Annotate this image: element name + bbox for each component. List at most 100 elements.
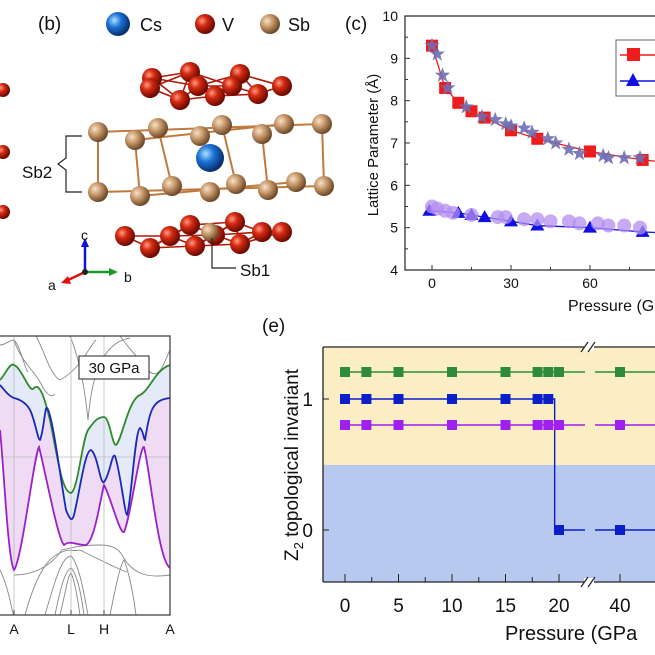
e-point-square [615, 367, 625, 377]
e-point-square [532, 367, 543, 377]
e-axis-break-icon [580, 576, 596, 588]
sb-atom [88, 182, 108, 202]
c-point-circle [464, 207, 479, 222]
c-point-star [429, 46, 445, 61]
e-ylabel: Z2 topological invariant [282, 368, 306, 561]
legend-v-label: V [222, 15, 234, 35]
sb1-pointer [211, 238, 236, 269]
v-atom-edge [0, 205, 10, 219]
c-point-circle [617, 218, 632, 233]
d-band-line [109, 559, 137, 616]
cs-atom [196, 144, 224, 172]
e-point-square [554, 420, 564, 430]
sb-atom [286, 172, 306, 192]
legend-sb-label: Sb [288, 15, 310, 35]
sb2-label: Sb2 [22, 163, 52, 182]
sb-atom [312, 114, 332, 134]
sb-atom [162, 176, 182, 196]
v-atom [230, 234, 250, 254]
e-point-square [615, 525, 625, 535]
c-point-circle [633, 220, 648, 235]
c-legend-triangle-icon [626, 73, 640, 86]
e-xtick-label: 20 [548, 596, 569, 617]
v-atom [140, 238, 160, 258]
c-point-star [498, 115, 514, 131]
c-ytick-label: 9 [390, 50, 398, 66]
d-pressure-label: 30 GPa [89, 360, 141, 377]
e-break-gap [584, 578, 594, 586]
e-xlabel: Pressure (GPa [505, 623, 638, 645]
sb1-atom [201, 223, 219, 241]
sb1-label: Sb1 [240, 261, 270, 280]
v-atom [115, 226, 135, 246]
panel-d: A L H A 30 GPa [0, 335, 175, 637]
c-point-star [524, 124, 540, 139]
e-xtick-label: 10 [441, 596, 462, 617]
v-atom-edge [0, 83, 10, 97]
c-legend-square-icon [627, 48, 640, 61]
e-point-square [447, 420, 457, 430]
e-point-square [393, 420, 404, 430]
legend-v-ball [195, 14, 215, 34]
e-region-trivial [323, 465, 655, 582]
v-atom [160, 226, 180, 246]
c-point-star [548, 135, 564, 150]
d-band-line [35, 335, 97, 381]
c-ytick-label: 6 [390, 177, 398, 193]
e-point-square [554, 525, 564, 535]
e-point-square [340, 394, 350, 404]
c-point-star [503, 118, 519, 133]
e-point-square [340, 420, 350, 430]
panel-e-label: (e) [262, 316, 285, 337]
v-atom [272, 76, 292, 96]
panel-b: (b) Cs V Sb Sb2 Sb1 c b a [0, 12, 334, 293]
e-point-square [340, 367, 350, 377]
e-xtick-label: 40 [609, 596, 630, 617]
c-point-circle [498, 210, 513, 225]
c-ylabel: Lattice Parameter (Å) [365, 74, 382, 217]
axis-a-label: a [48, 277, 56, 293]
e-region-topological [323, 347, 655, 465]
c-point-star [487, 111, 503, 127]
c-ytick-label: 7 [390, 135, 398, 151]
panel-c-label: (c) [345, 14, 367, 35]
e-point-square [393, 367, 404, 377]
e-ytick-label: 1 [302, 390, 313, 411]
d-shade-mask [0, 430, 170, 620]
e-point-square [532, 420, 543, 430]
c-point-star [632, 149, 648, 165]
c-ytick-label: 4 [390, 262, 398, 278]
v-atom [222, 76, 242, 96]
c-point-square [583, 145, 596, 158]
d-band-line [13, 544, 171, 577]
e-point-square [554, 367, 564, 377]
d-xtick-label: A [165, 621, 175, 637]
c-point-circle [543, 214, 558, 229]
c-point-circle [530, 212, 545, 227]
d-xtick-label: H [99, 621, 109, 637]
v-atom [140, 78, 160, 98]
sb-bond [321, 123, 325, 187]
d-band-line [0, 569, 15, 616]
v-atom-edge [0, 145, 10, 159]
panel-b-label: (b) [38, 14, 61, 35]
sb-bond [221, 124, 237, 185]
v-atom [180, 215, 200, 235]
legend-cs-ball [106, 12, 130, 36]
e-axis-break-icon [580, 341, 596, 353]
sb-atom [130, 186, 150, 206]
v-atom [252, 222, 272, 242]
axis-c-label: c [81, 227, 88, 243]
sb2-bracket [57, 135, 82, 193]
c-point-star [516, 120, 532, 135]
e-xtick-label: 0 [340, 596, 351, 617]
c-point-star [595, 147, 611, 163]
sb-atom [212, 115, 232, 135]
c-point-circle [572, 216, 587, 231]
d-pressure-box [78, 355, 150, 380]
c-point-star [616, 149, 632, 165]
c-xtick-label: 30 [503, 275, 519, 291]
crystal-structure [88, 62, 334, 258]
